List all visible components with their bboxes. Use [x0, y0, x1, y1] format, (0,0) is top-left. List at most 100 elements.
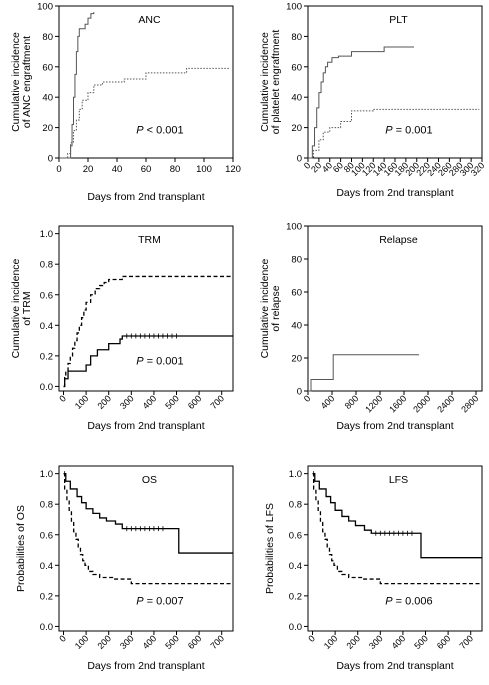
- x-axis-label: Days from 2nd transplant: [87, 191, 204, 203]
- x-tick-label: 800: [343, 393, 361, 411]
- x-tick-label: 100: [322, 633, 340, 651]
- series-line-dashed: [312, 472, 482, 585]
- chart-title: PLT: [389, 14, 408, 26]
- chart-title: ANC: [138, 14, 161, 26]
- x-tick-label: 320: [469, 160, 487, 178]
- x-tick-label: 400: [390, 633, 408, 651]
- series-line-solid: [312, 472, 482, 559]
- y-tick-label: 0.4: [289, 561, 302, 572]
- y-tick-label: 0.6: [40, 290, 53, 301]
- p-value-annotation: P < 0.001: [136, 125, 183, 137]
- p-value-annotation: P = 0.001: [385, 125, 432, 137]
- chart-anc: 0 20 40 60 80 100 0 20 40 60 80 100 120 Days from 2nd…: [10, 2, 241, 204]
- y-tick-label: 0.2: [40, 591, 53, 602]
- x-tick-label: 2400: [435, 393, 456, 414]
- y-tick-label: 1.0: [40, 229, 53, 240]
- series-line-solid: [63, 335, 233, 388]
- plot-frame: [58, 465, 234, 632]
- x-axis-label: Days from 2nd transplant: [87, 420, 204, 432]
- y-axis-label: of platelet engraftment: [270, 30, 282, 135]
- plot-frame: [307, 225, 483, 392]
- x-tick-label: 400: [319, 393, 337, 411]
- y-tick-label: 0: [48, 154, 53, 165]
- x-tick-label: 1200: [363, 393, 384, 414]
- x-tick-label: 0: [306, 633, 317, 644]
- x-tick-label: 600: [186, 393, 204, 411]
- x-tick-label: 80: [170, 164, 181, 175]
- x-tick-label: 120: [225, 164, 241, 175]
- x-tick-label: 0: [56, 164, 61, 175]
- y-tick-label: 40: [42, 93, 53, 104]
- y-tick-label: 0.8: [40, 260, 53, 271]
- x-tick-label: 500: [412, 633, 430, 651]
- chart-title: OS: [142, 474, 157, 486]
- x-tick-label: 100: [196, 164, 212, 175]
- x-tick-label: 20: [83, 164, 94, 175]
- y-tick-label: 0.4: [40, 561, 53, 572]
- y-tick-label: 60: [291, 288, 302, 299]
- x-tick-label: 300: [118, 633, 136, 651]
- y-tick-label: 80: [291, 32, 302, 43]
- y-tick-label: 100: [37, 2, 53, 13]
- x-tick-label: 2000: [411, 393, 432, 414]
- chart-os: 0.0 0.2 0.4 0.6 0.8 1.0 0 100 200 300 400 500 600 700…: [15, 465, 234, 672]
- y-axis-label: Probabilities of OS: [15, 505, 27, 592]
- y-tick-label: 0.0: [40, 382, 53, 393]
- x-tick-label: 400: [141, 393, 159, 411]
- x-axis-label: Days from 2nd transplant: [336, 187, 453, 199]
- plot-frame: [58, 225, 234, 392]
- y-tick-label: 100: [286, 2, 302, 13]
- x-tick-label: 700: [457, 633, 475, 651]
- x-tick-label: 600: [435, 633, 453, 651]
- y-tick-label: 0.8: [289, 500, 302, 511]
- x-tick-label: 0: [302, 393, 313, 404]
- y-tick-label: 80: [42, 32, 53, 43]
- series-line-dotted: [308, 108, 480, 159]
- y-tick-label: 40: [291, 321, 302, 332]
- series-line-solid: [308, 354, 419, 392]
- x-tick-label: 200: [95, 393, 113, 411]
- y-tick-label: 100: [286, 222, 302, 233]
- x-axis-label: Days from 2nd transplant: [87, 660, 204, 672]
- p-value-annotation: P = 0.006: [385, 596, 432, 608]
- y-tick-label: 60: [291, 62, 302, 73]
- chart-lfs: 0.0 0.2 0.4 0.6 0.8 1.0 0 100 200 300 400 500 600 700…: [264, 465, 483, 672]
- series-line-dashed: [63, 472, 233, 585]
- y-tick-label: 20: [291, 354, 302, 365]
- y-axis-label: of ANC engraftment: [21, 36, 33, 128]
- y-axis-label: of TRM: [21, 291, 33, 325]
- y-tick-label: 60: [42, 62, 53, 73]
- y-axis-label: Cumulative incidence: [10, 32, 22, 132]
- y-tick-label: 0.6: [289, 530, 302, 541]
- x-tick-label: 0: [57, 393, 68, 404]
- y-tick-label: 0.2: [40, 351, 53, 362]
- x-tick-label: 200: [95, 633, 113, 651]
- series-line-dashed: [63, 275, 233, 388]
- x-tick-label: 200: [344, 633, 362, 651]
- x-axis-label: Days from 2nd transplant: [336, 660, 453, 672]
- chart-title: TRM: [138, 234, 161, 246]
- series-line-dotted: [59, 67, 231, 159]
- chart-trm: 0.0 0.2 0.4 0.6 0.8 1.0 0 100 200 300 400 500 600 700…: [10, 225, 234, 432]
- y-axis-label: Cumulative incidence: [259, 258, 271, 358]
- series-line-solid: [308, 46, 415, 159]
- x-tick-label: 300: [367, 633, 385, 651]
- y-tick-label: 80: [291, 255, 302, 266]
- x-tick-label: 100: [73, 633, 91, 651]
- x-tick-label: 1600: [387, 393, 408, 414]
- x-tick-label: 700: [208, 393, 226, 411]
- chart-plt: 0204060801000204060801001201401601802002…: [259, 2, 486, 200]
- x-tick-label: 600: [186, 633, 204, 651]
- x-tick-label: 500: [163, 633, 181, 651]
- x-tick-label: 0: [57, 633, 68, 644]
- x-tick-label: 100: [73, 393, 91, 411]
- y-tick-label: 0.0: [289, 622, 302, 633]
- y-axis-label: Cumulative incidence: [259, 32, 271, 132]
- y-tick-label: 1.0: [289, 469, 302, 480]
- y-tick-label: 0.4: [40, 321, 53, 332]
- y-tick-label: 0.6: [40, 530, 53, 541]
- y-tick-label: 0.2: [289, 591, 302, 602]
- y-tick-label: 20: [291, 123, 302, 134]
- y-tick-label: 40: [291, 93, 302, 104]
- y-tick-label: 0.8: [40, 500, 53, 511]
